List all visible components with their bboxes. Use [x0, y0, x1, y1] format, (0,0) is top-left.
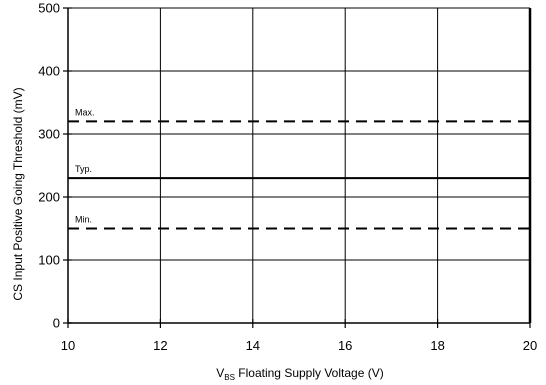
y-axis-title: CS Input Positive Going Threshold (mV)	[11, 87, 25, 300]
x-tick-label-16: 16	[338, 338, 352, 353]
series-label-typ: Typ.	[75, 164, 92, 174]
series-label-min: Min.	[75, 215, 92, 225]
y-tick-label-500: 500	[38, 1, 60, 16]
axes	[63, 7, 532, 328]
grid	[68, 7, 531, 323]
y-tick-label-200: 200	[38, 190, 60, 205]
x-tick-label-10: 10	[61, 338, 75, 353]
series-label-max: Max.	[75, 107, 95, 117]
x-axis-title: VBS Floating Supply Voltage (V)	[216, 366, 383, 382]
x-axis-title-rest: Floating Supply Voltage (V)	[235, 366, 384, 380]
x-tick-label-12: 12	[153, 338, 167, 353]
y-tick-label-400: 400	[38, 64, 60, 79]
series-lines: Max. Typ. Min.	[68, 107, 530, 230]
y-tick-label-0: 0	[53, 316, 60, 331]
tick-labels: 0 100 200 300 400 500 10 12 14 16 18 20	[38, 1, 537, 354]
x-axis-title-subscript: BS	[224, 373, 235, 382]
x-tick-label-14: 14	[246, 338, 260, 353]
y-tick-label-300: 300	[38, 127, 60, 142]
x-tick-label-20: 20	[523, 338, 537, 353]
y-tick-label-100: 100	[38, 253, 60, 268]
x-tick-label-18: 18	[430, 338, 444, 353]
x-axis-title-main: V	[216, 366, 224, 380]
